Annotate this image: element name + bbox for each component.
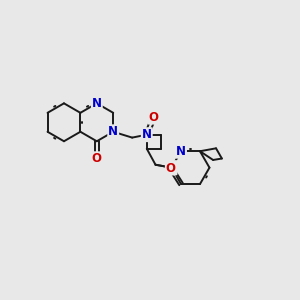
Text: N: N <box>167 161 176 174</box>
Text: O: O <box>149 111 159 124</box>
Text: O: O <box>166 161 176 175</box>
Text: N: N <box>92 97 102 110</box>
Text: N: N <box>108 125 118 138</box>
Text: O: O <box>92 152 102 165</box>
Text: N: N <box>142 128 152 141</box>
Text: N: N <box>176 145 186 158</box>
